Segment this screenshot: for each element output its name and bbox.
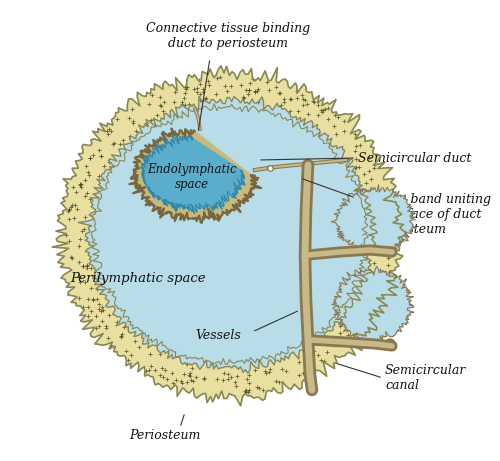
Text: Endolymphatic
space: Endolymphatic space xyxy=(147,163,237,191)
Polygon shape xyxy=(92,104,369,365)
Text: Vessels: Vessels xyxy=(195,329,241,342)
Text: Semicircular duct: Semicircular duct xyxy=(358,152,472,165)
Circle shape xyxy=(385,339,395,349)
Polygon shape xyxy=(141,135,245,213)
Polygon shape xyxy=(78,96,378,373)
Text: Semicircular
canal: Semicircular canal xyxy=(385,364,466,392)
Polygon shape xyxy=(52,66,407,406)
Circle shape xyxy=(385,247,395,257)
Text: Connective tissue binding
duct to periosteum: Connective tissue binding duct to perios… xyxy=(146,22,310,50)
Polygon shape xyxy=(332,185,416,255)
Polygon shape xyxy=(332,266,414,344)
Text: Periosteum: Periosteum xyxy=(130,429,200,442)
Text: Fibrous band uniting
free surface of duct
to periosteum: Fibrous band uniting free surface of duc… xyxy=(358,193,491,236)
Text: Perilymphatic space: Perilymphatic space xyxy=(70,272,206,284)
Polygon shape xyxy=(130,129,261,223)
